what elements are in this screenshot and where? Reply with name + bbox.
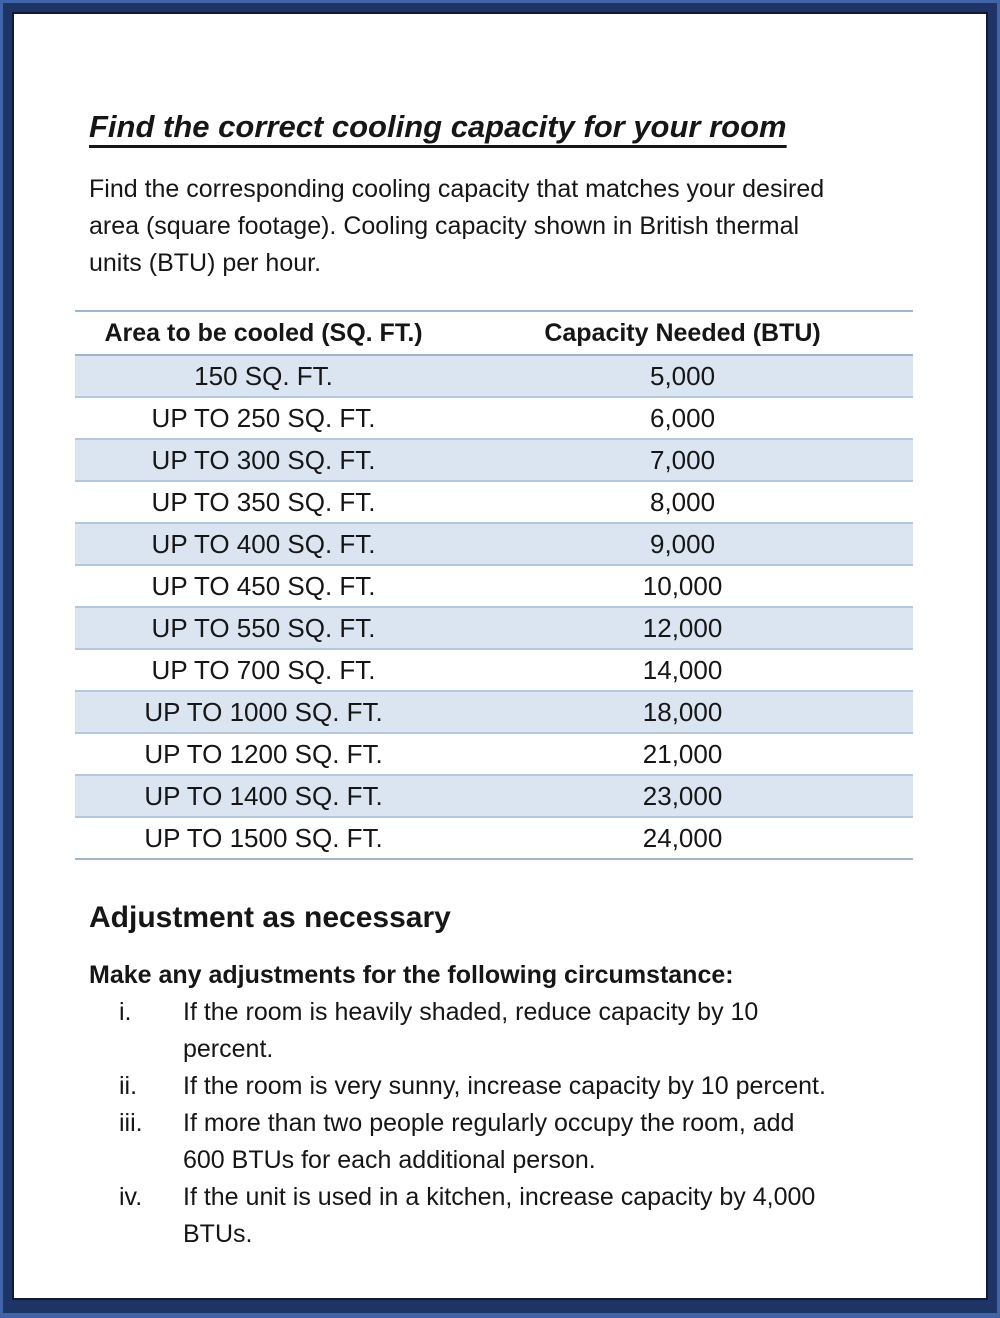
list-item-line: BTUs.	[183, 1220, 253, 1248]
table-header-row: Area to be cooled (SQ. FT.) Capacity Need…	[75, 310, 913, 356]
table-row: UP TO 700 SQ. FT. 14,000	[75, 648, 913, 691]
adjustment-heading: Adjustment as necessary	[89, 901, 451, 934]
list-item-number: i.	[119, 998, 132, 1026]
capacity-cell: 18,000	[452, 690, 913, 733]
list-item: ii. If the room is very sunny, increase c…	[89, 1068, 911, 1105]
capacity-table: Area to be cooled (SQ. FT.) Capacity Need…	[75, 310, 913, 860]
table-row: 150 SQ. FT. 5,000	[75, 355, 913, 397]
table-row: UP TO 250 SQ. FT. 6,000	[75, 396, 913, 439]
table-row: UP TO 1000 SQ. FT. 18,000	[75, 690, 913, 733]
intro-line: Find the corresponding cooling capacity …	[89, 175, 825, 203]
list-item-number: iii.	[119, 1109, 143, 1137]
list-item-line: If more than two people regularly occupy…	[183, 1109, 795, 1137]
list-item-line: 600 BTUs for each additional person.	[183, 1146, 596, 1174]
table-row: UP TO 1400 SQ. FT. 23,000	[75, 774, 913, 817]
capacity-cell: 10,000	[452, 564, 913, 607]
list-item-line: If the room is heavily shaded, reduce ca…	[183, 998, 759, 1026]
capacity-cell: 21,000	[452, 732, 913, 775]
area-cell: UP TO 400 SQ. FT.	[75, 522, 453, 565]
list-item-text: If the unit is used in a kitchen, increa…	[183, 1179, 911, 1253]
table-row: UP TO 350 SQ. FT. 8,000	[75, 480, 913, 523]
area-cell: 150 SQ. FT.	[194, 360, 333, 391]
capacity-cell: 7,000	[452, 438, 913, 481]
capacity-cell: 23,000	[452, 774, 913, 817]
table-row: UP TO 1200 SQ. FT. 21,000	[75, 732, 913, 775]
area-cell: UP TO 350 SQ. FT.	[75, 480, 453, 523]
capacity-cell: 6,000	[452, 396, 913, 439]
area-cell: UP TO 550 SQ. FT.	[75, 606, 453, 649]
adjustment-lead: Make any adjustments for the following c…	[89, 961, 734, 989]
list-item-text: If the room is very sunny, increase capa…	[183, 1068, 911, 1105]
list-item: iv. If the unit is used in a kitchen, inc…	[89, 1179, 911, 1253]
table-row: UP TO 400 SQ. FT. 9,000	[75, 522, 913, 565]
list-item-number: iv.	[119, 1183, 143, 1211]
area-cell: UP TO 300 SQ. FT.	[75, 438, 453, 481]
area-cell: UP TO 700 SQ. FT.	[75, 648, 453, 691]
capacity-cell: 5,000	[650, 360, 716, 391]
capacity-cell: 8,000	[452, 480, 913, 523]
page-border: Find the correct cooling capacity for yo…	[3, 3, 997, 1313]
area-cell: UP TO 1000 SQ. FT.	[75, 690, 453, 733]
adjustment-list: i. If the room is heavily shaded, reduce …	[89, 994, 911, 1253]
intro-paragraph: Find the corresponding cooling capacity …	[89, 171, 911, 282]
intro-line: units (BTU) per hour.	[89, 249, 322, 277]
document-page: Find the correct cooling capacity for yo…	[14, 14, 986, 1298]
list-item-text: If more than two people regularly occupy…	[183, 1105, 911, 1179]
table-header-cell: Capacity Needed (BTU)	[452, 310, 913, 356]
list-item-line: If the unit is used in a kitchen, increa…	[183, 1183, 816, 1211]
area-cell: UP TO 450 SQ. FT.	[75, 564, 453, 607]
area-cell: UP TO 1200 SQ. FT.	[75, 732, 453, 775]
table-row: UP TO 300 SQ. FT. 7,000	[75, 438, 913, 481]
table-body: 150 SQ. FT. 5,000 UP TO 250 SQ. FT. 6,000 UP…	[75, 355, 913, 860]
table-header-cell: Area to be cooled (SQ. FT.)	[75, 310, 453, 356]
list-item: iii. If more than two people regularly oc…	[89, 1105, 911, 1179]
list-item-text: If the room is heavily shaded, reduce ca…	[183, 994, 911, 1068]
document-title: Find the correct cooling capacity for yo…	[89, 109, 787, 144]
capacity-cell: 24,000	[452, 816, 913, 860]
table-row: UP TO 450 SQ. FT. 10,000	[75, 564, 913, 607]
capacity-cell: 14,000	[452, 648, 913, 691]
area-cell: UP TO 250 SQ. FT.	[75, 396, 453, 439]
area-cell: UP TO 1400 SQ. FT.	[75, 774, 453, 817]
table-row: UP TO 550 SQ. FT. 12,000	[75, 606, 913, 649]
page-border-inner-line: Find the correct cooling capacity for yo…	[12, 12, 988, 1300]
area-cell: UP TO 1500 SQ. FT.	[75, 816, 453, 860]
list-item-number: ii.	[119, 1072, 138, 1100]
intro-line: area (square footage). Cooling capacity …	[89, 212, 800, 240]
list-item: i. If the room is heavily shaded, reduce …	[89, 994, 911, 1068]
capacity-cell: 9,000	[452, 522, 913, 565]
table-row: UP TO 1500 SQ. FT. 24,000	[75, 816, 913, 860]
list-item-line: percent.	[183, 1035, 274, 1063]
capacity-cell: 12,000	[452, 606, 913, 649]
list-item-line: If the room is very sunny, increase capa…	[183, 1072, 826, 1100]
